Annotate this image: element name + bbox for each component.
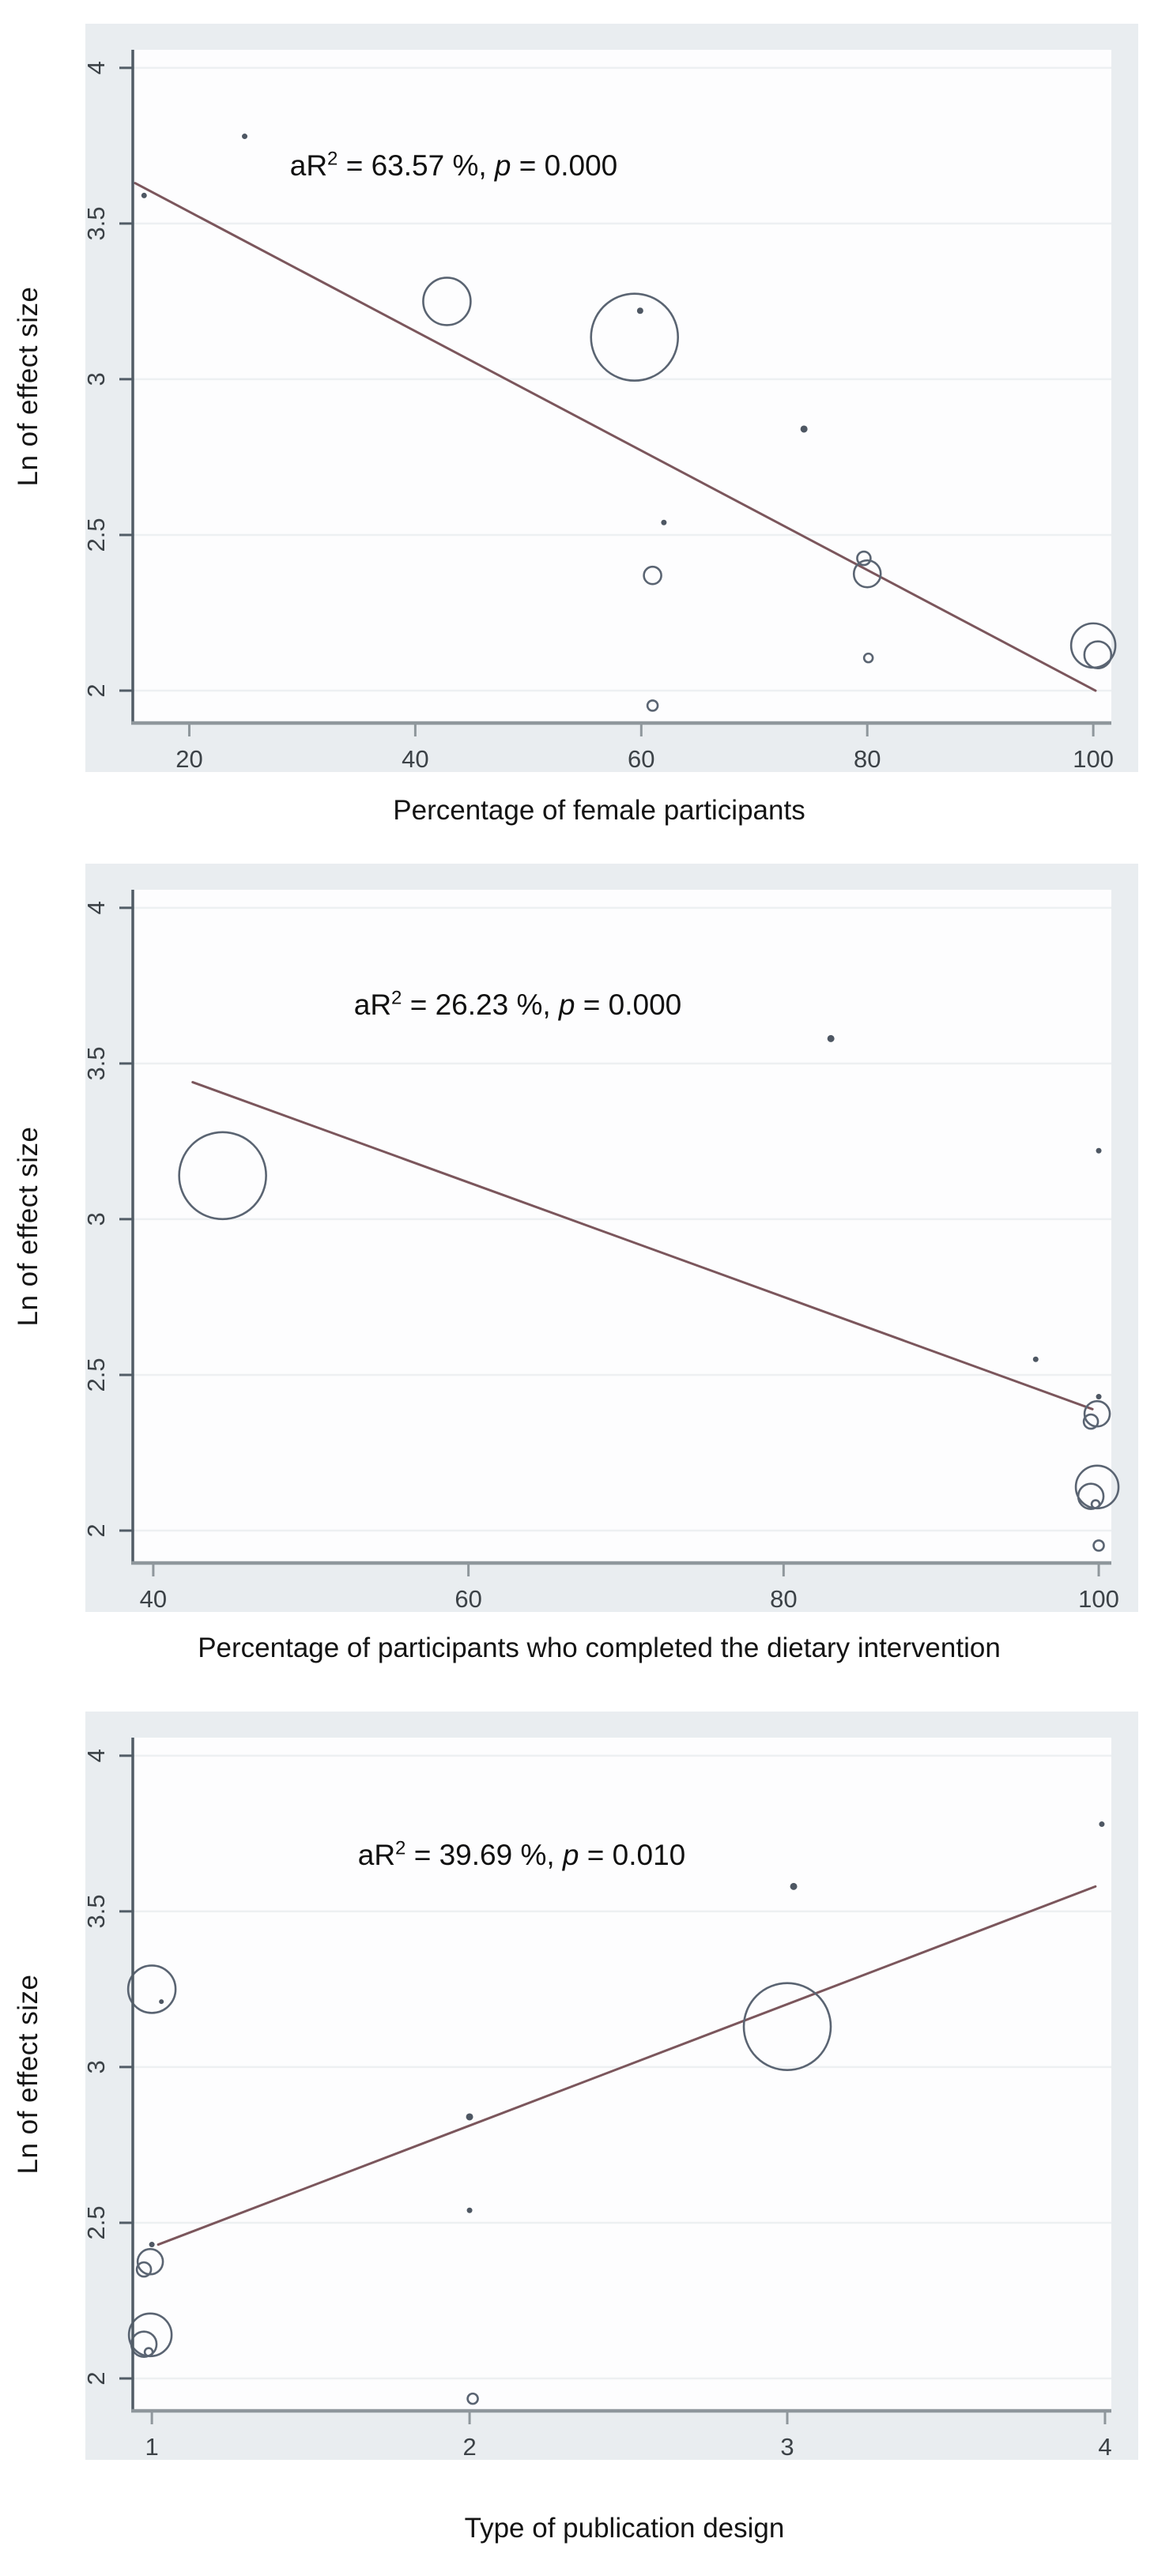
y-tick-label: 3.5	[82, 206, 110, 240]
annotation-chart2: aR2 = 26.23 %, p = 0.000	[354, 989, 682, 1022]
study-bubble	[1092, 1539, 1105, 1552]
x-tick-label: 2	[462, 2433, 476, 2461]
annotation-base: aR	[357, 1839, 396, 1871]
y-tick-label: 2.5	[82, 2205, 110, 2239]
study-bubble	[126, 1964, 177, 2014]
study-point	[466, 2207, 473, 2213]
y-tick-label: 4	[82, 1749, 110, 1762]
plot-area	[133, 50, 1111, 723]
study-bubble	[1082, 1413, 1099, 1430]
x-tick-label: 20	[175, 745, 202, 773]
x-tick-label: 4	[1098, 2433, 1111, 2461]
regression-line	[134, 182, 1097, 692]
study-bubble	[856, 550, 872, 567]
study-bubble	[590, 292, 680, 382]
y-tick-label: 3	[82, 1212, 110, 1226]
annotation-tail: = 0.010	[579, 1839, 686, 1871]
plot-area	[133, 890, 1111, 1563]
study-bubble	[178, 1131, 267, 1221]
annotation-superscript: 2	[327, 148, 338, 170]
regression-line	[157, 1885, 1097, 2246]
annotation-p-symbol: p	[562, 1839, 579, 1871]
annotation-mid: = 39.69 %,	[405, 1839, 563, 1871]
chart-panel-1: 4 3.5 3 2.5 2 20 40 60 80 100	[82, 24, 1138, 773]
annotation-base: aR	[289, 149, 328, 182]
annotation-mid: = 26.23 %,	[402, 989, 559, 1021]
x-tick-label: 3	[780, 2433, 794, 2461]
study-bubble	[130, 2330, 158, 2358]
x-tick-label: 100	[1073, 745, 1114, 773]
y-axis-label-chart3: Ln of effect size	[13, 1974, 43, 2175]
study-point	[242, 134, 248, 140]
study-bubble	[742, 1982, 832, 2072]
plot-area	[133, 1738, 1111, 2411]
study-point	[1096, 1394, 1102, 1400]
study-bubble	[852, 559, 882, 589]
x-tick-label: 80	[770, 1585, 797, 1613]
study-bubble	[1083, 640, 1113, 669]
x-tick-label: 40	[402, 745, 428, 773]
annotation-mid: = 63.57 %,	[338, 149, 495, 182]
study-bubble	[643, 565, 662, 586]
annotation-chart3: aR2 = 39.69 %, p = 0.010	[358, 1839, 686, 1872]
chart-panel-3: 4 3.5 3 2.5 2 1 2 3 4	[82, 1712, 1138, 2461]
study-point	[800, 425, 808, 433]
study-bubble	[422, 277, 472, 326]
x-tick-label: 60	[454, 1585, 481, 1613]
y-tick-label: 2	[82, 2371, 110, 2385]
y-tick-label: 2.5	[82, 518, 110, 552]
y-axis-label-chart2: Ln of effect size	[13, 1126, 43, 1327]
x-tick-label: 80	[854, 745, 881, 773]
study-bubble	[466, 2392, 479, 2405]
study-point	[790, 1882, 798, 1890]
study-point	[149, 2242, 155, 2248]
study-point	[1096, 1147, 1102, 1154]
annotation-tail: = 0.000	[575, 989, 682, 1021]
x-tick-label: 1	[145, 2433, 158, 2461]
study-bubble	[135, 2261, 153, 2278]
annotation-base: aR	[353, 989, 392, 1021]
x-tick-label: 100	[1078, 1585, 1119, 1613]
annotation-p-symbol: p	[494, 149, 511, 182]
regression-line	[191, 1081, 1094, 1410]
y-tick-label: 2	[82, 684, 110, 697]
y-axis-label-chart1: Ln of effect size	[13, 286, 43, 487]
annotation-chart1: aR2 = 63.57 %, p = 0.000	[290, 149, 618, 183]
study-point	[141, 192, 147, 198]
study-point	[466, 2113, 473, 2121]
study-point	[1032, 1356, 1039, 1362]
study-bubble	[1077, 1482, 1105, 1510]
annotation-tail: = 0.000	[511, 149, 618, 182]
y-tick-label: 3	[82, 2060, 110, 2073]
y-tick-label: 2.5	[82, 1358, 110, 1392]
annotation-p-symbol: p	[558, 989, 575, 1021]
y-tick-label: 3	[82, 372, 110, 386]
annotation-superscript: 2	[391, 987, 402, 1009]
study-point	[1099, 1821, 1105, 1828]
study-point	[827, 1034, 835, 1042]
x-tick-label: 40	[140, 1585, 167, 1613]
x-axis-label-chart3: Type of publication design	[464, 2513, 785, 2544]
y-tick-label: 4	[82, 61, 110, 74]
study-bubble	[646, 699, 659, 712]
y-tick-label: 4	[82, 901, 110, 914]
study-point	[661, 519, 667, 525]
study-point	[159, 1999, 164, 2005]
y-tick-label: 2	[82, 1523, 110, 1537]
study-point	[636, 307, 643, 314]
x-axis-label-chart1: Percentage of female participants	[393, 795, 805, 826]
chart-panel-2: 4 3.5 3 2.5 2 40 60 80 100	[82, 864, 1138, 1613]
study-bubble	[862, 652, 874, 664]
x-axis-label-chart2: Percentage of participants who completed…	[198, 1633, 1001, 1663]
annotation-superscript: 2	[395, 1837, 406, 1859]
x-tick-label: 60	[628, 745, 654, 773]
y-tick-label: 3.5	[82, 1046, 110, 1080]
study-bubble	[143, 2347, 154, 2357]
study-bubble	[1090, 1499, 1101, 1509]
y-tick-label: 3.5	[82, 1894, 110, 1928]
